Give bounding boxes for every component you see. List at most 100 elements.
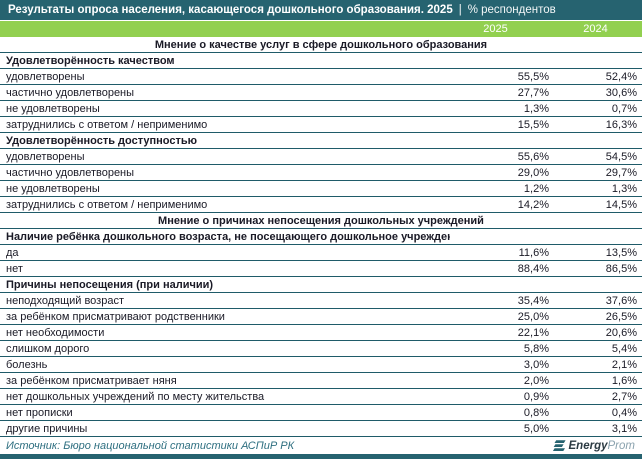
row-label: Мнение о качестве услуг в сфере дошкольн… [154, 38, 488, 51]
energyprom-logo: EnergyProm [552, 439, 635, 452]
value-2025: 35,4% [517, 294, 549, 307]
value-2024: 26,5% [605, 310, 637, 323]
value-2025: 3,0% [523, 358, 549, 371]
section-header-row: Удовлетворённость доступностью [0, 133, 642, 149]
value-2025: 88,4% [517, 262, 549, 275]
group-header-row: Мнение о качестве услуг в сфере дошкольн… [0, 37, 642, 53]
row-label: не удовлетворены [6, 182, 100, 195]
row-label: удовлетворены [6, 150, 85, 163]
footer: Источник: Бюро национальной статистики А… [0, 437, 642, 454]
row-label: нет [6, 262, 23, 275]
title-units: % респондентов [467, 4, 556, 16]
row-label: болезнь [6, 358, 48, 371]
value-2025: 14,2% [517, 198, 549, 211]
table-row: неподходящий возраст 35,4% 37,6% [0, 293, 642, 309]
table-row: другие причины 5,0% 3,1% [0, 421, 642, 437]
value-2025: 0,8% [523, 406, 549, 419]
value-2025: 1,2% [523, 182, 549, 195]
row-label: Удовлетворённость доступностью [6, 134, 198, 147]
row-label: неподходящий возраст [6, 294, 124, 307]
value-2025: 29,0% [517, 166, 549, 179]
table-row: частично удовлетворены 29,0% 29,7% [0, 165, 642, 181]
section-header-row: Наличие ребёнка дошкольного возраста, не… [0, 229, 642, 245]
value-2024: 52,4% [605, 70, 637, 83]
column-header-2024: 2024 [583, 23, 608, 35]
column-header-bar: 2025 2024 [0, 21, 642, 37]
value-2025: 2,0% [523, 374, 549, 387]
row-label: не удовлетворены [6, 102, 100, 115]
value-2025: 55,5% [517, 70, 549, 83]
row-label: затруднились с ответом / неприменимо [6, 118, 208, 131]
value-2024: 20,6% [605, 326, 637, 339]
table-row: затруднились с ответом / неприменимо 14,2… [0, 197, 642, 213]
logo-prom-text: Prom [607, 439, 635, 452]
table-row: да 11,6% 13,5% [0, 245, 642, 261]
section-header-row: Причины непосещения (при наличии) [0, 277, 642, 293]
row-label: Наличие ребёнка дошкольного возраста, не… [6, 230, 450, 243]
value-2024: 0,7% [611, 102, 637, 115]
value-2024: 1,3% [611, 182, 637, 195]
table-row: слишком дорого 5,8% 5,4% [0, 341, 642, 357]
value-2024: 54,5% [605, 150, 637, 163]
value-2024: 16,3% [605, 118, 637, 131]
value-2024: 2,1% [611, 358, 637, 371]
title-bar: Результаты опроса населения, касающегося… [0, 0, 642, 20]
row-label: нет прописки [6, 406, 73, 419]
title-separator: | [458, 4, 462, 16]
table-body: Мнение о качестве услуг в сфере дошкольн… [0, 37, 642, 437]
logo-energy-text: Energy [568, 439, 608, 452]
value-2025: 15,5% [517, 118, 549, 131]
energyprom-logo-icon [552, 439, 566, 451]
table-row: болезнь 3,0% 2,1% [0, 357, 642, 373]
bottom-accent-bar [0, 454, 642, 459]
value-2025: 5,8% [523, 342, 549, 355]
table-row: удовлетворены 55,6% 54,5% [0, 149, 642, 165]
row-label: слишком дорого [6, 342, 90, 355]
divider [0, 20, 642, 21]
group-header-row: Мнение о причинах непосещения дошкольных… [0, 213, 642, 229]
value-2024: 14,5% [605, 198, 637, 211]
table-row: нет 88,4% 86,5% [0, 261, 642, 277]
table-row: не удовлетворены 1,2% 1,3% [0, 181, 642, 197]
value-2025: 55,6% [517, 150, 549, 163]
value-2025: 0,9% [523, 390, 549, 403]
row-label: Мнение о причинах непосещения дошкольных… [158, 214, 484, 227]
column-header-2025: 2025 [483, 23, 508, 35]
value-2024: 30,6% [605, 86, 637, 99]
value-2024: 37,6% [605, 294, 637, 307]
table-row: удовлетворены 55,5% 52,4% [0, 69, 642, 85]
table-row: не удовлетворены 1,3% 0,7% [0, 101, 642, 117]
table-row: нет прописки 0,8% 0,4% [0, 405, 642, 421]
table-row: частично удовлетворены 27,7% 30,6% [0, 85, 642, 101]
value-2024: 5,4% [611, 342, 637, 355]
row-label: за ребёнком присматривает няня [6, 374, 177, 387]
report-title: Результаты опроса населения, касающегося… [8, 4, 453, 16]
table-row: затруднились с ответом / неприменимо 15,5… [0, 117, 642, 133]
value-2025: 11,6% [518, 246, 549, 259]
logo-text: EnergyProm [569, 440, 635, 452]
table-row: за ребёнком присматривает няня 2,0% 1,6% [0, 373, 642, 389]
row-label: нет необходимости [6, 326, 105, 339]
row-label: другие причины [6, 422, 88, 435]
value-2024: 3,1% [611, 422, 637, 435]
row-label: частично удовлетворены [6, 86, 135, 99]
table-row: нет необходимости 22,1% 20,6% [0, 325, 642, 341]
value-2025: 27,7% [517, 86, 549, 99]
value-2025: 1,3% [523, 102, 549, 115]
value-2024: 0,4% [611, 406, 637, 419]
row-label: Удовлетворённость качеством [6, 54, 175, 67]
value-2025: 5,0% [523, 422, 549, 435]
table-row: нет дошкольных учреждений по месту жител… [0, 389, 642, 405]
section-header-row: Удовлетворённость качеством [0, 53, 642, 69]
value-2025: 25,0% [517, 310, 549, 323]
row-label: удовлетворены [6, 70, 85, 83]
row-label: да [6, 246, 19, 259]
value-2024: 13,5% [605, 246, 637, 259]
row-label: частично удовлетворены [6, 166, 135, 179]
source-text: Источник: Бюро национальной статистики А… [6, 439, 295, 452]
value-2024: 1,6% [611, 374, 637, 387]
row-label: за ребёнком присматривают родственники [6, 310, 225, 323]
row-label: затруднились с ответом / неприменимо [6, 198, 208, 211]
value-2024: 86,5% [605, 262, 637, 275]
